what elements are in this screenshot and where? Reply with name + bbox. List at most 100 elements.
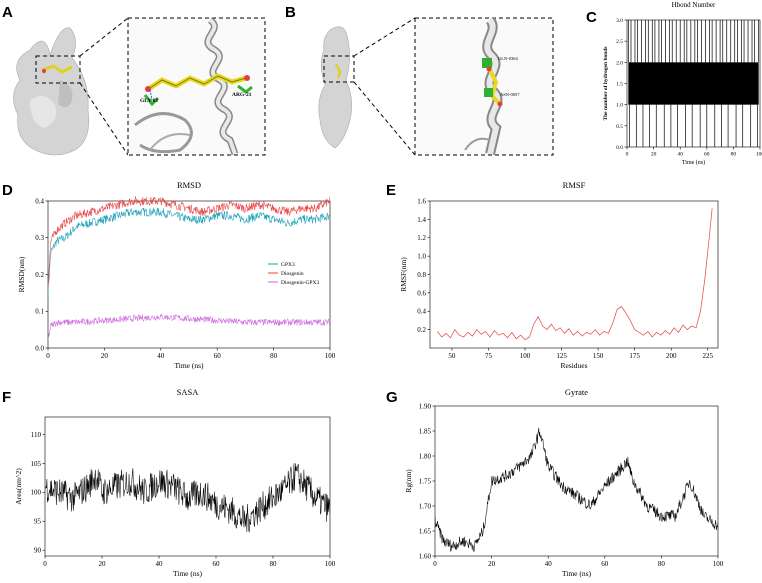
x-axis-label: Time (ns) [174, 361, 204, 370]
y-tick-label: 1.6 [417, 197, 426, 205]
x-tick-label: 20 [101, 352, 109, 360]
gyrate-chart: G Gyrate 0 20 40 60 80 100 1.60 1.65 1.70 1.75 1.80 1… [386, 387, 724, 578]
residue-label-a1: GLY-81 [140, 98, 158, 104]
panel-letter-e: E [386, 182, 396, 199]
panel-letter-c: C [586, 9, 597, 26]
x-tick-label: 175 [629, 352, 640, 360]
y-tick-label: 105 [31, 460, 42, 468]
x-tick-label: 20 [488, 560, 496, 568]
y-tick-label: 110 [31, 431, 42, 439]
rmsf-chart: E RMSF 50 75 100 125 150 175 200 225 0.2 0.4 0.6 0.8 1… [386, 180, 718, 370]
panel-letter-f: F [2, 389, 11, 406]
panel-b: B GLN-0364 ASN-0057 [285, 4, 553, 155]
y-tick-label: 1.0 [616, 103, 623, 109]
x-tick-label: 20 [651, 152, 657, 158]
plot-area [435, 428, 718, 551]
y-tick-label: 0.4 [35, 197, 44, 205]
x-tick-label: 225 [703, 352, 714, 360]
y-axis-label: Rg(nm) [404, 469, 413, 493]
x-axis-label: Time (ns) [173, 569, 203, 578]
y-tick-label: 0.8 [417, 271, 426, 279]
y-tick-label: 1.0 [417, 253, 426, 261]
y-tick-label: 1.80 [419, 452, 432, 460]
y-tick-label: 0.0 [35, 344, 44, 352]
plot-frame [430, 201, 718, 348]
y-tick-label: 90 [34, 547, 42, 555]
x-tick-label: 80 [270, 560, 278, 568]
residue-label-b1: GLN-0364 [498, 56, 518, 61]
y-tick-label: 0.1 [35, 308, 44, 316]
y-tick-label: 2.0 [616, 60, 623, 66]
y-tick-label: 1.90 [419, 402, 432, 410]
panel-letter-d: D [2, 182, 13, 199]
y-tick-label: 1.70 [419, 502, 432, 510]
y-tick-label: 0.0 [616, 145, 623, 151]
y-tick-label: 0.4 [417, 308, 426, 316]
x-tick-label: 100 [713, 560, 724, 568]
x-tick-label: 100 [520, 352, 531, 360]
x-tick-label: 20 [99, 560, 107, 568]
y-tick-label: 1.2 [417, 234, 426, 242]
y-axis-label: The number of hydrogen bonds [603, 46, 609, 120]
y-tick-label: 95 [34, 518, 42, 526]
hbond-chart: C Hbond Number 0 20 40 60 80 100 0.0 0.5 1.0 1.5 2.0… [586, 1, 762, 166]
series-line-rmsf [437, 208, 712, 339]
chart-title: Hbond Number [672, 1, 716, 9]
legend: GPX3 Diosgenin Diosgenin-GPX3 [268, 262, 319, 286]
x-tick-label: 200 [666, 352, 677, 360]
x-tick-label: 80 [270, 352, 278, 360]
series-line-sasa [45, 463, 330, 532]
x-tick-label: 50 [448, 352, 456, 360]
x-tick-label: 0 [43, 560, 47, 568]
y-tick-label: 0.3 [35, 234, 44, 242]
y-tick-label: 0.5 [616, 124, 623, 130]
chart-title: Gyrate [565, 387, 588, 397]
rmsd-chart: D RMSD 0 20 40 60 80 100 0.0 0.1 0.2 0.3 0.4 Time (ns… [2, 180, 336, 370]
figure-canvas: A GLY-81 ARG-21 [0, 0, 762, 578]
y-tick-label: 1.85 [419, 427, 432, 435]
x-tick-label: 0 [46, 352, 50, 360]
x-tick-label: 40 [677, 152, 683, 158]
x-tick-label: 100 [325, 560, 336, 568]
y-tick-label: 1.65 [419, 527, 432, 535]
x-tick-label: 40 [157, 352, 165, 360]
x-axis-label: Residues [560, 361, 587, 370]
x-tick-label: 150 [593, 352, 604, 360]
panel-a: A GLY-81 ARG-21 [2, 4, 265, 155]
series-line-rg [435, 428, 718, 551]
x-tick-label: 40 [545, 560, 553, 568]
x-tick-label: 0 [626, 152, 629, 158]
x-tick-label: 60 [601, 560, 609, 568]
x-tick-label: 100 [756, 152, 762, 158]
plot-frame [435, 406, 718, 556]
series-line-diosgenin-gpx3 [48, 314, 330, 340]
chart-title: RMSF [563, 180, 586, 190]
panel-letter-b: B [285, 4, 296, 21]
hbond-dense-band [628, 62, 758, 104]
residue-label-b2: ASN-0057 [500, 92, 520, 97]
x-tick-label: 60 [704, 152, 710, 158]
legend-label: GPX3 [281, 262, 295, 268]
protein-surface-b [319, 27, 352, 148]
y-axis-label: RMSD(nm) [17, 256, 26, 292]
y-tick-label: 100 [31, 489, 42, 497]
plot-area [45, 463, 330, 532]
y-tick-label: 0.6 [417, 289, 426, 297]
x-tick-label: 60 [213, 560, 221, 568]
y-tick-label: 1.75 [419, 477, 432, 485]
x-tick-label: 40 [156, 560, 164, 568]
plot-area [437, 208, 712, 339]
y-tick-label: 2.5 [616, 39, 623, 45]
sasa-chart: F SASA 0 20 40 60 80 100 90 95 100 105 110 Time (ns) A… [2, 387, 336, 578]
x-tick-label: 125 [556, 352, 567, 360]
y-tick-label: 1.60 [419, 552, 432, 560]
legend-label: Diosgenin-GPX3 [281, 280, 319, 286]
y-tick-label: 1.5 [616, 81, 623, 87]
x-tick-label: 60 [214, 352, 222, 360]
x-tick-label: 80 [658, 560, 666, 568]
x-tick-label: 80 [731, 152, 737, 158]
x-tick-label: 0 [433, 560, 437, 568]
residue-label-a2: ARG-21 [232, 92, 252, 98]
plot-area [48, 197, 330, 340]
y-axis-label: Area(nm^2) [14, 468, 23, 505]
